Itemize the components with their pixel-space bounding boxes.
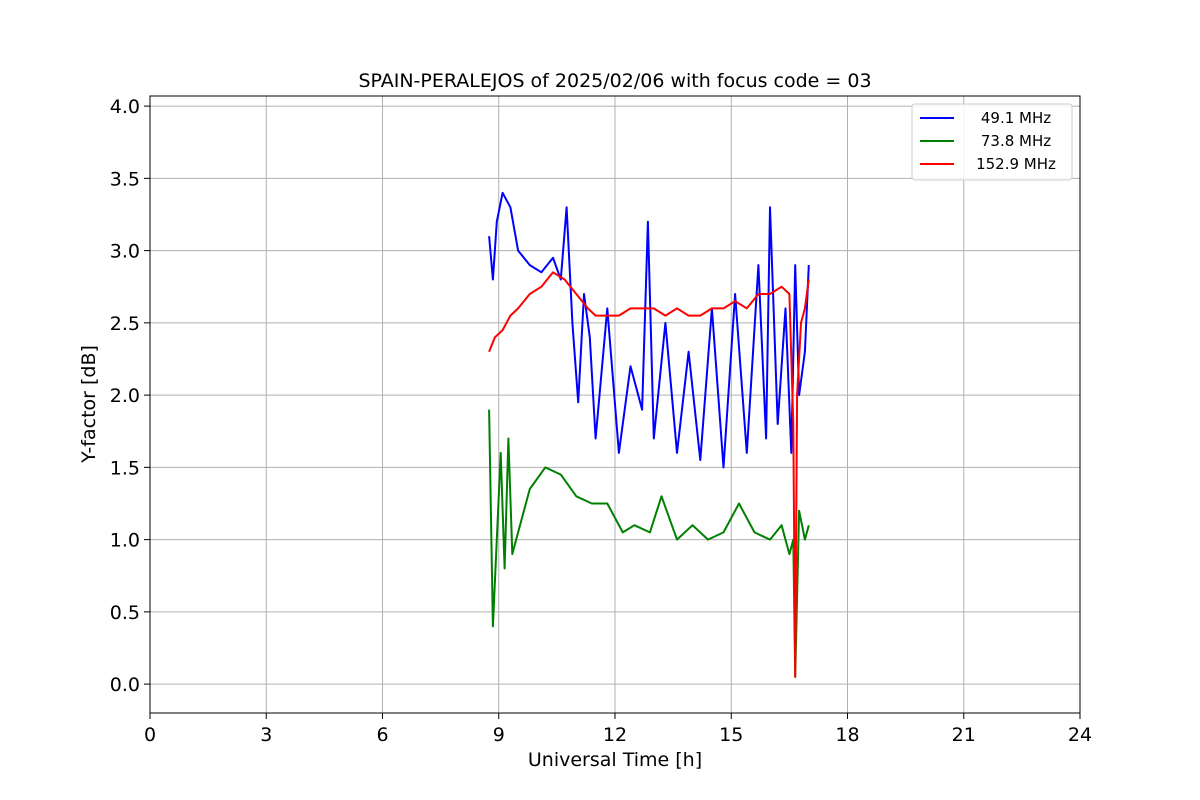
legend-label-2: 73.8 MHz: [981, 132, 1051, 150]
series-line-2: [488, 409, 810, 678]
y-tick-label: 0.5: [110, 602, 140, 624]
x-tick-label: 9: [493, 724, 505, 746]
y-tick-label: 2.0: [110, 385, 140, 407]
legend: 49.1 MHz 73.8 MHz 152.9 MHz: [911, 103, 1073, 181]
series-line-1: [488, 191, 810, 469]
x-tick-label: 18: [835, 724, 859, 746]
series-layer: [488, 191, 810, 678]
x-tick-label: 21: [952, 724, 976, 746]
legend-box: [911, 103, 1073, 181]
chart-title: SPAIN-PERALEJOS of 2025/02/06 with focus…: [358, 70, 871, 92]
x-tick-label: 12: [603, 724, 627, 746]
series-line-3: [488, 271, 810, 678]
y-tick-label: 1.5: [110, 457, 140, 479]
x-tick-label: 6: [376, 724, 388, 746]
ticks: 0 3 6 9 12 15 18 21 24 0.0 0.5 1.0 1.5 2.0 2.5 3.0 3.5 4.…: [110, 96, 1092, 746]
legend-label-3: 152.9 MHz: [976, 155, 1056, 173]
x-axis-label: Universal Time [h]: [528, 749, 702, 771]
y-tick-label: 2.5: [110, 313, 140, 335]
x-tick-label: 24: [1068, 724, 1092, 746]
y-axis-label: Y-factor [dB]: [78, 345, 100, 464]
y-tick-label: 3.0: [110, 241, 140, 263]
legend-label-1: 49.1 MHz: [981, 109, 1051, 127]
x-tick-label: 3: [260, 724, 272, 746]
y-tick-label: 3.5: [110, 168, 140, 190]
y-tick-label: 0.0: [110, 674, 140, 696]
y-tick-label: 1.0: [110, 530, 140, 552]
x-tick-label: 0: [144, 724, 156, 746]
y-tick-label: 4.0: [110, 96, 140, 118]
x-tick-label: 15: [719, 724, 743, 746]
